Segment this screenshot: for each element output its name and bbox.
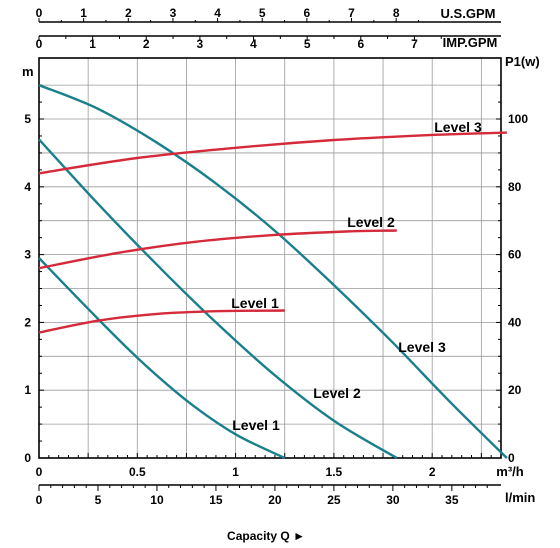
top-axis-1-tick-label: 0 — [36, 6, 43, 20]
power-curve-label-level-3: Level 3 — [434, 119, 482, 135]
power-curve-label-level-2: Level 2 — [347, 214, 395, 230]
left-axis-tick-label: 0 — [24, 451, 31, 465]
right-axis-tick-label: 60 — [508, 248, 522, 262]
bottom-axis-2-tick-label: 10 — [150, 493, 164, 507]
head-curve-level-2 — [38, 138, 398, 460]
right-axis-tick-label: 40 — [508, 315, 522, 329]
top-axis-1-unit: U.S.GPM — [441, 6, 496, 21]
bottom-axis-2-tick-label: 5 — [95, 493, 102, 507]
head-curve-label-level-2: Level 2 — [313, 385, 361, 401]
head-curve-label-level-3: Level 3 — [398, 339, 446, 355]
top-axis-2-unit: IMP.GPM — [443, 35, 498, 50]
x-axis-title: Capacity Q ► — [227, 529, 305, 543]
power-curve-level-3 — [38, 131, 507, 175]
grid-lines — [39, 58, 501, 458]
plot-frame — [38, 57, 502, 459]
top-axis-2-tick-label: 3 — [197, 37, 204, 51]
right-axis-tick-label: 100 — [508, 112, 528, 126]
left-axis-tick-label: 5 — [24, 112, 31, 126]
top-axis-1-tick-label: 6 — [304, 6, 311, 20]
top-axis-2-tick-label: 5 — [304, 37, 311, 51]
power-curve-level-1 — [38, 309, 285, 334]
right-axis-tick-label: 20 — [508, 383, 522, 397]
power-curve-level-2 — [38, 229, 397, 270]
right-axis-tick-label: 0 — [508, 451, 515, 465]
top-axis-1-tick-label: 2 — [125, 6, 132, 20]
curves: Level 1 Level 2 Level 3 Level 1 Level 2 Level… — [38, 83, 508, 460]
bottom-axis-1-tick-label: 0 — [36, 465, 43, 479]
head-curve-level-3 — [38, 83, 508, 459]
bottom-axis-1-tick-label: 1.5 — [326, 465, 343, 479]
bottom-axis-2-tick-label: 35 — [445, 493, 459, 507]
bottom-axis-1-unit: m³/h — [496, 464, 524, 479]
bottom-axis-2-tick-label: 15 — [209, 493, 223, 507]
left-axis-tick-label: 1 — [24, 383, 31, 397]
left-axis-tick-label: 3 — [24, 248, 31, 262]
right-axis-unit: P1(w) — [505, 54, 540, 69]
top-axis-2-tick-label: 7 — [411, 37, 418, 51]
head-curve-level-1 — [38, 257, 286, 460]
power-curve-label-level-1: Level 1 — [231, 295, 279, 311]
top-axis-2-tick-label: 6 — [357, 37, 364, 51]
left-axis-tick-label: 4 — [24, 180, 31, 194]
top-axis-2-tick-label: 1 — [89, 37, 96, 51]
top-axis-2-tick-label: 2 — [143, 37, 150, 51]
bottom-axis-2-unit: l/min — [505, 490, 535, 505]
bottom-axis-1-tick-label: 0.5 — [129, 465, 146, 479]
top-axis-1-tick-label: 5 — [259, 6, 266, 20]
left-axis-tick-label: 2 — [24, 315, 31, 329]
right-axis-tick-label: 80 — [508, 180, 522, 194]
top-axis-1-tick-label: 8 — [393, 6, 400, 20]
head-curve-label-level-1: Level 1 — [232, 417, 280, 433]
bottom-axis-2-tick-label: 25 — [327, 493, 341, 507]
top-axis-2-tick-label: 0 — [36, 37, 43, 51]
bottom-axis-1-tick-label: 2 — [429, 465, 436, 479]
bottom-axis-2-tick-label: 20 — [268, 493, 282, 507]
bottom-axis-2-tick-label: 30 — [386, 493, 400, 507]
top-axis-1-tick-label: 1 — [80, 6, 87, 20]
left-axis-unit: m — [22, 64, 34, 79]
top-axis-2-tick-label: 4 — [250, 37, 257, 51]
bottom-axis-1-tick-label: 1 — [232, 465, 239, 479]
top-axis-1-tick-label: 3 — [170, 6, 177, 20]
top-axis-1-tick-label: 4 — [214, 6, 221, 20]
bottom-axis-2-tick-label: 0 — [36, 493, 43, 507]
top-axis-1-tick-label: 7 — [348, 6, 355, 20]
